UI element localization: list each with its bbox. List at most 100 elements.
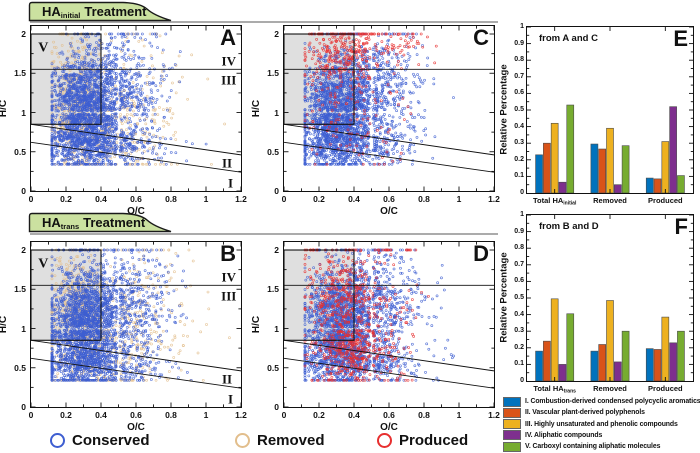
y-tick-label: 0.6 — [514, 277, 524, 285]
y-axis-label: H/C — [0, 99, 10, 118]
x-tick-label: 0 — [281, 410, 287, 420]
y-tick-label: 0 — [274, 186, 279, 196]
scatter-plot-C — [284, 26, 494, 191]
class-legend-row-1: I. Combustion-derived condensed polycycl… — [503, 396, 700, 407]
bar-E-III-1 — [606, 127, 614, 193]
scatter-panel-A: 0 0.5 1 1.5 2 0 0.2 0.4 0.6 0.8 1 1.2 H/C O/C A V IV III I… — [0, 25, 247, 217]
legend-item-removed: Removed — [235, 432, 325, 449]
bar-F-III-2 — [661, 316, 670, 381]
y-tick-label: 0.5 — [14, 362, 26, 373]
tab-initial-prefix: HA — [42, 4, 61, 19]
x-tick-label: 0.8 — [418, 194, 430, 204]
y-tick-label: 0.2 — [514, 343, 524, 351]
x-tick-label: 0.2 — [60, 194, 72, 204]
zone-label-IV: IV — [221, 53, 236, 69]
y-tick-label: 0 — [520, 189, 524, 196]
y-tick-label: 0.6 — [514, 89, 524, 97]
class-legend-swatch — [503, 441, 521, 452]
bar-F-II-1 — [598, 344, 606, 381]
y-tick-label: 0.5 — [514, 106, 524, 113]
x-tick-label: 1 — [456, 194, 462, 204]
panel-letter: D — [473, 241, 489, 266]
y-tick-label: 0.8 — [514, 56, 524, 64]
y-tick-label: 1.5 — [14, 68, 26, 79]
y-tick-label: 1 — [520, 23, 524, 30]
bar-F-I-2 — [645, 348, 654, 381]
legend-circle-produced — [377, 433, 392, 448]
scatter-panel-B: 0 0.5 1 1.5 2 0 0.2 0.4 0.6 0.8 1 1.2 H/C O/C B V IV III I… — [0, 241, 247, 433]
bar-F-V-0 — [566, 313, 575, 381]
zone-label-II: II — [221, 371, 233, 387]
tab-trans-word: Treatment — [83, 215, 146, 230]
class-legend-swatch — [503, 419, 521, 430]
class-legend-label: IV. Aliphatic compounds — [525, 431, 603, 439]
bar-F-IV-0 — [558, 364, 567, 381]
category-label: Removed — [593, 196, 627, 205]
y-tick-label: 1 — [274, 107, 279, 118]
legend-circle-conserved — [50, 433, 65, 448]
bar-E-II-0 — [543, 142, 551, 193]
bar-panel-E: 0 0.1 0.2 0.3 0.4 0.5 0.6 0.7 0.8 0.9 1 Total HAini… — [499, 23, 694, 207]
zone-label-I: I — [227, 391, 234, 407]
x-tick-label: 0.8 — [418, 410, 430, 420]
y-tick-label: 1.5 — [14, 284, 26, 295]
x-tick-label: 0.4 — [348, 194, 360, 204]
y-tick-label: 1 — [520, 211, 524, 218]
panel-letter: E — [673, 26, 688, 51]
x-tick-label: 1.2 — [235, 410, 247, 420]
x-tick-label: 0.6 — [383, 410, 395, 420]
bar-F-V-2 — [677, 330, 685, 381]
y-axis-label: H/C — [0, 315, 10, 334]
panel-letter: B — [220, 241, 236, 266]
x-tick-label: 0.2 — [313, 194, 325, 204]
y-tick-label: 0.1 — [514, 172, 524, 180]
x-tick-label: 0.2 — [60, 410, 72, 420]
bar-E-I-2 — [645, 177, 654, 193]
x-tick-label: 1 — [203, 194, 209, 204]
bar-E-I-1 — [590, 143, 599, 193]
y-tick-label: 2 — [21, 245, 26, 255]
bar-E-V-2 — [677, 175, 685, 193]
y-tick-label: 0 — [21, 186, 26, 196]
class-legend-swatch — [503, 407, 521, 418]
bar-F-IV-2 — [669, 342, 677, 381]
y-tick-label: 0 — [520, 377, 524, 384]
zone-label-III: III — [221, 72, 237, 88]
y-tick-label: 0.5 — [514, 294, 524, 301]
category-label: Produced — [648, 196, 683, 205]
x-tick-label: 0 — [28, 194, 34, 204]
x-tick-label: 1.2 — [488, 194, 500, 204]
panel-letter: A — [220, 25, 236, 50]
panel-letter: F — [674, 214, 688, 239]
tab-initial-subscript: initial — [60, 11, 81, 20]
class-legend-row-2: II. Vascular plant-derived polyphenols — [503, 407, 645, 418]
x-tick-label: 0.8 — [165, 410, 177, 420]
y-tick-label: 0 — [21, 402, 26, 412]
y-tick-label: 0.7 — [514, 260, 524, 268]
bar-E-III-0 — [550, 122, 559, 193]
y-tick-label: 0.4 — [514, 310, 524, 318]
y-tick-label: 2 — [274, 29, 279, 39]
treatment-tab-initial-label: HAinitial Treatment — [42, 4, 147, 20]
x-tick-label: 0.4 — [348, 410, 360, 420]
bar-E-IV-0 — [558, 181, 567, 193]
bar-E-I-0 — [535, 154, 543, 193]
bar-E-IV-2 — [669, 106, 677, 193]
tab-trans-prefix: HA — [42, 215, 61, 230]
class-legend-label: I. Combustion-derived condensed polycycl… — [525, 398, 700, 405]
y-tick-label: 0 — [274, 402, 279, 412]
class-legend-row-5: V. Carboxyl containing aliphatic molecul… — [503, 441, 660, 452]
y-axis-label: H/C — [251, 99, 263, 118]
x-tick-label: 0 — [281, 194, 287, 204]
category-label: Produced — [648, 384, 683, 393]
y-tick-label: 0.3 — [514, 139, 524, 147]
bar-chart-E — [527, 27, 693, 193]
legend-label: Conserved — [72, 432, 150, 449]
class-legend-label: III. Highly unsaturated and phenolic com… — [525, 420, 678, 428]
x-tick-label: 0.8 — [165, 194, 177, 204]
x-tick-label: 0.2 — [313, 410, 325, 420]
y-axis-label: Relative Percentage — [498, 64, 510, 155]
bar-F-III-1 — [606, 300, 614, 381]
bar-E-II-2 — [653, 178, 662, 193]
x-tick-label: 0.6 — [130, 194, 142, 204]
